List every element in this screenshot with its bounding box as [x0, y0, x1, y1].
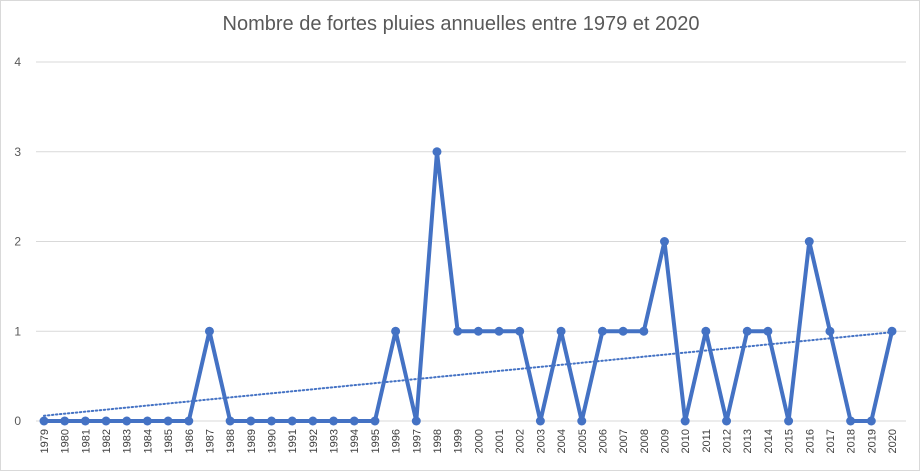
x-tick-label: 1997 [411, 429, 423, 453]
data-point [101, 416, 111, 426]
data-point [515, 326, 525, 336]
x-tick-label: 2011 [701, 429, 713, 453]
data-point [701, 326, 711, 336]
data-point [39, 416, 49, 426]
data-point [577, 416, 587, 426]
y-tick-label: 0 [14, 414, 21, 428]
x-tick-label: 2014 [763, 429, 775, 453]
data-point [411, 416, 421, 426]
x-tick-label: 2016 [804, 429, 816, 453]
x-tick-label: 1983 [122, 429, 134, 453]
x-tick-label: 1998 [432, 429, 444, 453]
data-point [225, 416, 235, 426]
data-point [163, 416, 173, 426]
x-tick-label: 1996 [391, 429, 403, 453]
data-point [60, 416, 70, 426]
x-axis-ticks: 1979 1980 1981 1982 1983 1984 1985 1986 1987 1988… [39, 429, 899, 453]
x-tick-label: 2013 [742, 429, 754, 453]
data-point [659, 237, 669, 246]
x-tick-label: 1985 [163, 429, 175, 453]
x-tick-label: 1979 [39, 429, 51, 453]
x-tick-label: 2018 [846, 429, 858, 453]
data-point [204, 326, 214, 336]
series-line [44, 151, 894, 423]
y-tick-label: 3 [14, 145, 21, 159]
x-tick-label: 2009 [659, 429, 671, 453]
chart-title: Nombre de fortes pluies annuelles entre … [222, 13, 700, 35]
data-point [391, 326, 401, 336]
x-tick-label: 2012 [722, 429, 734, 453]
data-point [473, 326, 483, 336]
data-point [432, 147, 442, 157]
x-tick-label: 1991 [287, 429, 299, 453]
x-tick-label: 2002 [515, 429, 527, 453]
data-point [597, 326, 607, 336]
data-point [122, 416, 132, 426]
data-point [763, 326, 773, 336]
x-tick-label: 2003 [535, 429, 547, 453]
x-tick-label: 1989 [246, 429, 258, 453]
data-point [453, 326, 463, 336]
x-tick-label: 2010 [680, 429, 692, 453]
x-tick-label: 1995 [370, 429, 382, 453]
x-tick-label: 2017 [825, 429, 837, 453]
data-point [866, 416, 876, 426]
data-point [825, 326, 835, 336]
data-point [618, 326, 628, 336]
x-tick-label: 2005 [577, 429, 589, 453]
data-point [308, 416, 318, 426]
x-tick-label: 2004 [556, 429, 568, 453]
data-point [329, 416, 339, 426]
series-layer [39, 147, 897, 426]
x-tick-label: 2020 [887, 429, 899, 453]
x-tick-label: 1992 [308, 429, 320, 453]
x-tick-label: 1981 [80, 429, 92, 453]
data-point [846, 416, 856, 426]
x-tick-label: 2015 [784, 429, 796, 453]
data-point [680, 416, 690, 426]
trendline [43, 331, 893, 417]
data-point [639, 326, 649, 336]
x-tick-label: 2007 [618, 429, 630, 453]
y-tick-label: 4 [14, 55, 21, 69]
data-point [742, 326, 752, 336]
data-point [556, 326, 566, 336]
data-point [142, 416, 152, 426]
data-point [370, 416, 380, 426]
data-point [349, 416, 359, 426]
x-tick-label: 2006 [597, 429, 609, 453]
y-tick-label: 2 [14, 235, 21, 249]
data-point [722, 416, 732, 426]
data-point [784, 416, 794, 426]
data-point [184, 416, 194, 426]
data-point [246, 416, 256, 426]
data-point [80, 416, 90, 426]
x-tick-label: 2008 [639, 429, 651, 453]
data-point [887, 326, 897, 336]
trendline-layer [43, 331, 893, 417]
x-tick-label: 2001 [494, 429, 506, 453]
data-point [287, 416, 297, 426]
data-point [804, 237, 814, 246]
x-tick-label: 1980 [60, 429, 72, 453]
x-tick-label: 1993 [329, 429, 341, 453]
data-point [535, 416, 545, 426]
data-point [494, 326, 504, 336]
y-axis-ticks: 0 1 2 3 4 [14, 55, 21, 428]
x-tick-label: 1999 [453, 429, 465, 453]
data-point [267, 416, 277, 426]
x-tick-label: 1990 [267, 429, 279, 453]
x-tick-label: 1994 [349, 429, 361, 453]
x-tick-label: 1987 [204, 429, 216, 453]
x-tick-label: 1988 [225, 429, 237, 453]
x-tick-label: 2019 [866, 429, 878, 453]
x-tick-label: 1986 [184, 429, 196, 453]
x-tick-label: 1984 [142, 429, 154, 453]
x-tick-label: 1982 [101, 429, 113, 453]
y-tick-label: 1 [14, 324, 21, 338]
x-tick-label: 2000 [473, 429, 485, 453]
